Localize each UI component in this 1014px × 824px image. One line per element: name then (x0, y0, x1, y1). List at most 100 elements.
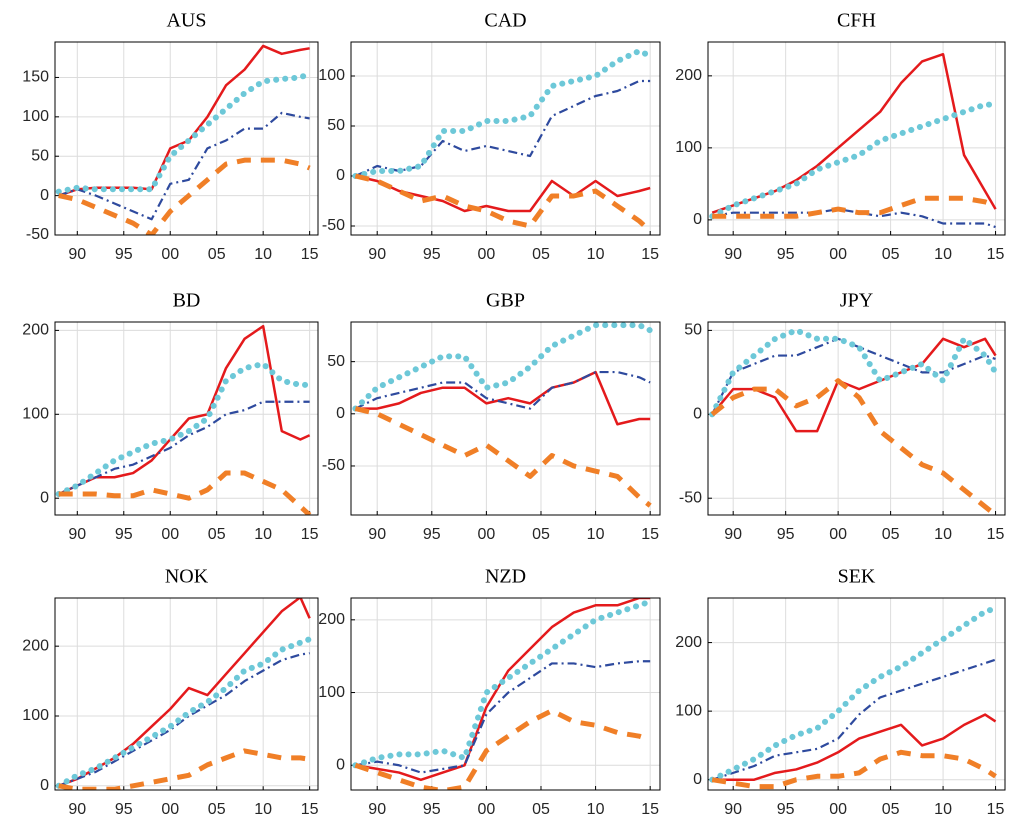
axes-box (54, 41, 319, 236)
x-tick-label: 90 (68, 526, 86, 543)
x-tick-label: 95 (423, 526, 441, 543)
series-line (711, 658, 996, 781)
axes-box (350, 321, 661, 516)
chart-title: CAD (484, 10, 526, 32)
x-tick-label: 95 (115, 801, 133, 818)
chart-title: SEK (838, 566, 876, 588)
chart-title: AUS (166, 10, 206, 32)
plot-area (709, 605, 999, 790)
series-line (711, 337, 996, 415)
x-tick-label: 15 (301, 526, 319, 543)
x-tick-label: 00 (829, 526, 847, 543)
x-tick-label: 95 (777, 801, 795, 818)
x-tick-label: 10 (934, 246, 952, 263)
series-line (712, 713, 997, 781)
chart-title: NZD (485, 566, 526, 588)
series-line (55, 70, 313, 195)
x-tick-label: 10 (587, 246, 605, 263)
chart-title: NOK (165, 566, 209, 588)
x-tick-label: 15 (641, 246, 659, 263)
x-tick-label: 95 (777, 246, 795, 263)
series-line (710, 378, 998, 515)
x-tick-label: 90 (724, 801, 742, 818)
series-line (58, 400, 310, 496)
series-line (55, 360, 313, 498)
x-tick-label: 95 (423, 801, 441, 818)
y-tick-label: 0 (693, 406, 702, 423)
series-line (352, 322, 654, 412)
y-tick-label: 0 (336, 756, 345, 773)
x-tick-label: 15 (301, 246, 319, 263)
y-tick-label: 200 (675, 67, 702, 84)
y-tick-label: 0 (40, 777, 49, 794)
y-tick-label: 100 (675, 139, 702, 156)
series-line (58, 157, 311, 235)
x-tick-label: 90 (68, 246, 86, 263)
x-tick-label: 00 (829, 246, 847, 263)
x-tick-label: 95 (115, 526, 133, 543)
axes-box (707, 597, 1006, 791)
y-tick-label: 200 (22, 637, 49, 654)
x-tick-label: 90 (368, 526, 386, 543)
x-tick-label: 05 (532, 246, 550, 263)
x-tick-label: 05 (532, 526, 550, 543)
y-tick-label: 0 (336, 167, 345, 184)
x-tick-label: 90 (368, 246, 386, 263)
axes-box (54, 597, 319, 791)
y-tick-label: 50 (684, 322, 702, 339)
x-tick-label: 15 (641, 801, 659, 818)
x-tick-label: 05 (208, 526, 226, 543)
plot-area (55, 44, 313, 235)
y-tick-label: -50 (322, 457, 345, 474)
chart-title: BD (173, 290, 201, 312)
x-tick-label: 90 (368, 801, 386, 818)
x-tick-label: 00 (829, 801, 847, 818)
y-tick-label: 0 (40, 187, 49, 204)
series-line (709, 327, 999, 418)
x-tick-label: 15 (641, 526, 659, 543)
y-tick-label: 50 (31, 147, 49, 164)
y-tick-label: 50 (327, 117, 345, 134)
panel: CAD 90 95 00 05 10 15 -50 0 50 100 (318, 10, 661, 263)
y-tick-label: 100 (22, 406, 49, 423)
series-line (58, 111, 310, 221)
series-line (354, 79, 651, 178)
y-tick-label: -50 (679, 489, 702, 506)
series-line (55, 636, 313, 789)
y-tick-label: 200 (318, 611, 345, 628)
y-tick-label: 50 (327, 353, 345, 370)
x-tick-label: 95 (423, 246, 441, 263)
x-tick-label: 05 (882, 246, 900, 263)
panel: SEK 90 95 00 05 10 15 0 100 200 (675, 566, 1006, 818)
series-line (711, 337, 997, 433)
y-tick-label: 0 (693, 771, 702, 788)
series-line (711, 52, 997, 214)
plot-area (709, 52, 999, 229)
series-line (354, 708, 651, 790)
x-tick-label: 10 (587, 526, 605, 543)
axes-box (350, 41, 661, 236)
y-tick-label: 100 (318, 684, 345, 701)
x-tick-label: 95 (777, 526, 795, 543)
x-tick-label: 10 (934, 801, 952, 818)
x-tick-label: 05 (208, 246, 226, 263)
x-tick-label: 15 (987, 801, 1005, 818)
axes-box (54, 321, 319, 516)
x-tick-label: 05 (882, 526, 900, 543)
x-tick-label: 05 (882, 801, 900, 818)
x-tick-label: 05 (208, 801, 226, 818)
x-tick-label: 00 (477, 526, 495, 543)
plot-area (55, 598, 313, 790)
x-tick-label: 05 (532, 801, 550, 818)
chart-title: GBP (486, 290, 525, 312)
axes-box (707, 321, 1006, 516)
x-tick-label: 00 (161, 526, 179, 543)
series-line (709, 605, 999, 783)
y-tick-label: 0 (693, 211, 702, 228)
series-line (712, 195, 997, 219)
series-line (355, 660, 651, 774)
x-tick-label: 00 (477, 246, 495, 263)
series-line (352, 598, 654, 769)
y-tick-label: 200 (22, 322, 49, 339)
axes-box (707, 41, 1006, 236)
